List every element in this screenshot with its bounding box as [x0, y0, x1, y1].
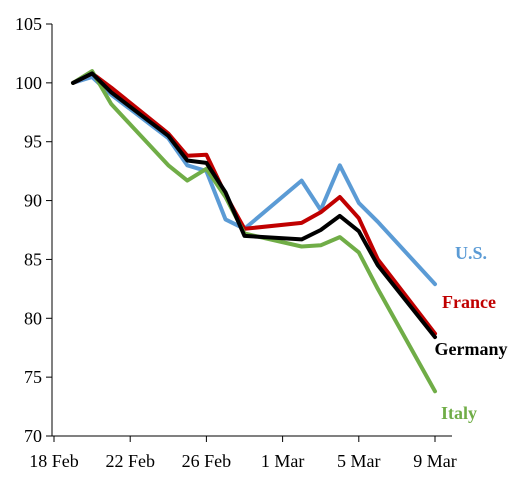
y-tick-label: 85 — [24, 249, 42, 269]
series-label-us: U.S. — [455, 243, 487, 263]
x-tick-label: 1 Mar — [261, 451, 305, 471]
x-tick-label: 26 Feb — [182, 451, 232, 471]
series-label-france: France — [442, 292, 496, 312]
series-line-us — [71, 75, 437, 287]
series-line-italy — [71, 69, 437, 394]
x-tick-label: 22 Feb — [105, 451, 155, 471]
series-line-germany — [71, 71, 437, 340]
series-label-germany: Germany — [435, 339, 508, 359]
y-tick-label: 75 — [24, 367, 42, 387]
x-tick-label: 5 Mar — [337, 451, 381, 471]
series-labels: U.S. France Germany Italy — [435, 243, 508, 423]
y-tick-label: 90 — [24, 191, 42, 211]
y-tick-label: 100 — [15, 73, 42, 93]
x-axis: 18 Feb 22 Feb 26 Feb 1 Mar 5 Mar 9 Mar — [29, 435, 457, 471]
x-tick-label: 9 Mar — [413, 451, 457, 471]
y-tick-label: 80 — [24, 308, 42, 328]
series-label-italy: Italy — [441, 403, 477, 423]
x-tick-label: 18 Feb — [29, 451, 79, 471]
y-tick-label: 95 — [24, 132, 42, 152]
series-lines — [71, 69, 437, 394]
y-tick-label: 105 — [15, 14, 42, 34]
y-tick-label: 70 — [24, 426, 42, 446]
y-axis: 70 75 80 85 90 95 100 105 — [15, 14, 53, 446]
